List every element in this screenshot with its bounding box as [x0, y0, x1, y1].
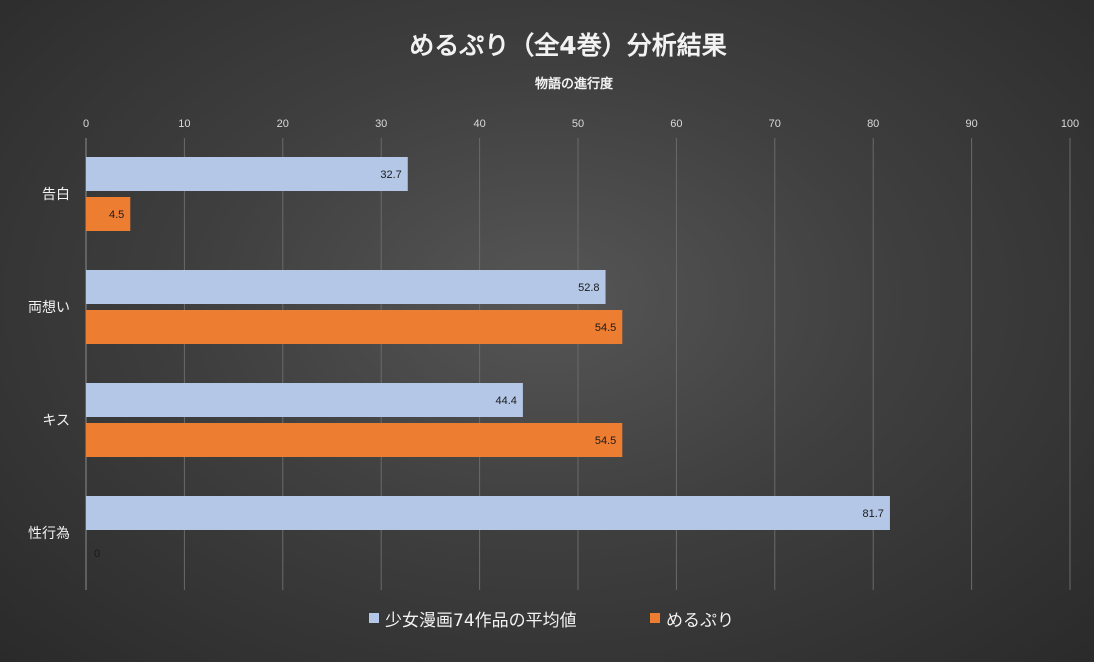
legend-swatch-series-0	[369, 613, 379, 623]
x-tick-label: 60	[670, 118, 682, 130]
data-label: 44.4	[495, 395, 516, 407]
bar-series-0-2	[86, 383, 523, 417]
data-label: 81.7	[863, 508, 884, 520]
x-tick-label: 0	[83, 118, 89, 130]
x-axis-ticks: 0 10 20 30 40 50 60 70 80 90 100	[83, 118, 1079, 130]
data-label: 0	[94, 548, 100, 560]
chart-subtitle: 物語の進行度	[535, 76, 614, 92]
gridlines	[85, 138, 1071, 590]
x-tick-label: 30	[375, 118, 387, 130]
data-label: 4.5	[109, 209, 124, 221]
x-tick-label: 20	[277, 118, 289, 130]
x-tick-label: 90	[965, 118, 977, 130]
x-tick-label: 70	[769, 118, 781, 130]
legend-label-series-0: 少女漫画74作品の平均値	[385, 611, 577, 631]
category-label: 性行為	[28, 526, 70, 542]
x-tick-label: 50	[572, 118, 584, 130]
x-tick-label: 100	[1061, 118, 1079, 130]
data-label: 54.5	[595, 322, 616, 334]
bar-series-0-1	[86, 270, 606, 304]
legend: 少女漫画74作品の平均値 めるぷり	[369, 611, 734, 631]
bar-series-1-2	[86, 423, 623, 457]
legend-label-series-1: めるぷり	[666, 611, 734, 631]
category-label: 両想い	[28, 300, 70, 316]
bar-series-1-1	[86, 310, 623, 344]
bar-series-1-0	[86, 197, 131, 231]
data-label: 32.7	[380, 169, 401, 181]
chart-title: めるぷり（全4巻）分析結果	[409, 31, 726, 60]
bars: 32.7 4.5 52.8 54.5 44.4 54.5 81.7 0	[86, 157, 890, 560]
bar-series-0-3	[86, 496, 890, 530]
category-label: キス	[42, 413, 70, 429]
legend-swatch-series-1	[650, 613, 660, 623]
data-label: 54.5	[595, 435, 616, 447]
x-tick-label: 40	[473, 118, 485, 130]
category-label: 告白	[42, 187, 70, 203]
x-tick-label: 10	[178, 118, 190, 130]
data-label: 52.8	[578, 282, 599, 294]
bar-series-0-0	[86, 157, 408, 191]
x-tick-label: 80	[867, 118, 879, 130]
